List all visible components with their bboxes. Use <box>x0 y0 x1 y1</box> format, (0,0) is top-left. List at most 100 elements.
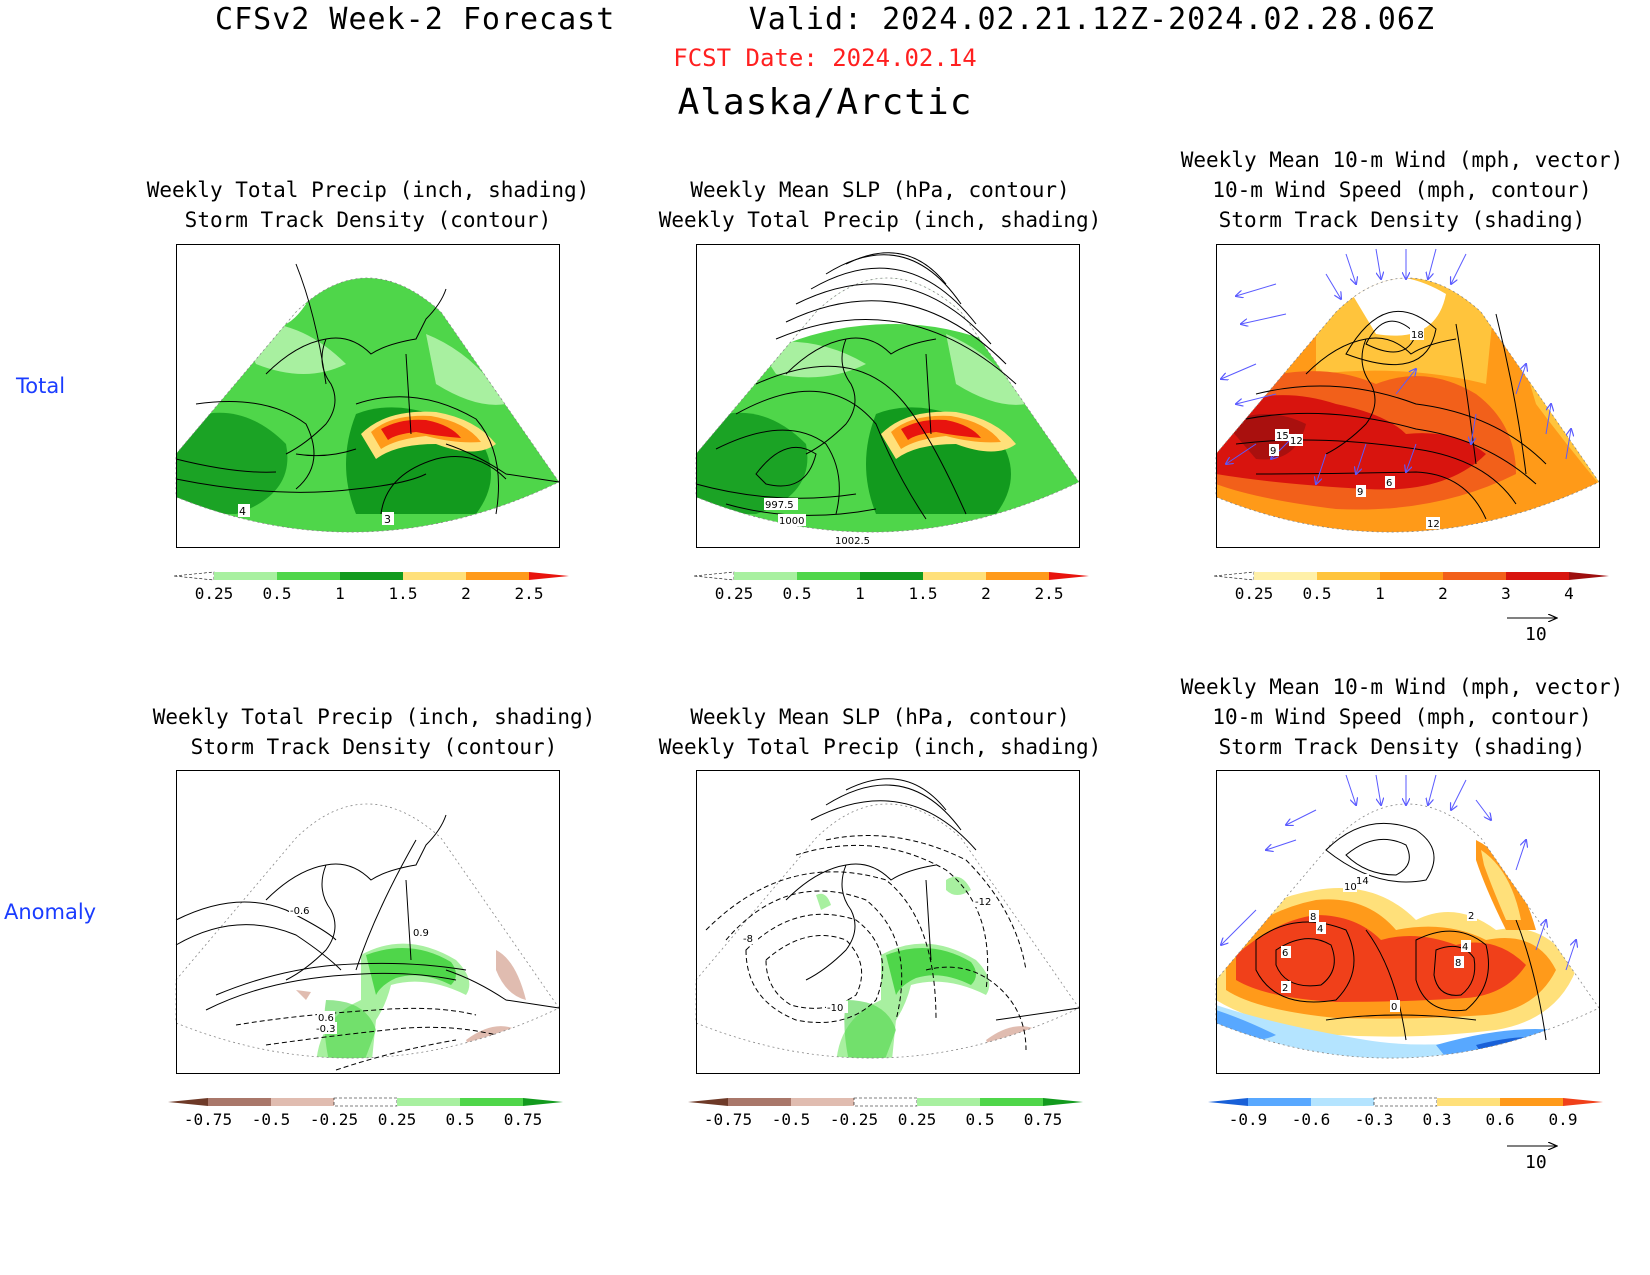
panel3-title-line0: Weekly Mean 10-m Wind (mph, vector) <box>1180 148 1624 172</box>
colorbar-swatch <box>523 1098 563 1106</box>
colorbar-tick-label: -0.5 <box>252 1110 291 1129</box>
colorbar-tick-label: 0.5 <box>446 1110 475 1129</box>
colorbar-swatch <box>1569 572 1609 580</box>
colorbar-swatch <box>466 572 529 580</box>
panel2-title: Weekly Mean SLP (hPa, contour) Weekly To… <box>640 175 1120 235</box>
panel6-map: 14 10 8 4 6 2 2 4 8 0 <box>1215 770 1600 1074</box>
panel5-title-line1: Weekly Mean SLP (hPa, contour) <box>690 705 1070 729</box>
colorbar-swatch <box>980 1098 1043 1106</box>
colorbar-tick-label: -0.25 <box>830 1110 878 1129</box>
colorbar-swatch <box>1317 572 1380 580</box>
colorbar-tick-label: 2 <box>461 584 471 603</box>
colorbar-swatch <box>214 572 277 580</box>
colorbar-swatch <box>1043 1098 1083 1106</box>
colorbar-tick-label: 4 <box>1564 584 1574 603</box>
colorbar-tick-label: -0.25 <box>310 1110 358 1129</box>
colorbar-tick-label: 2 <box>1438 584 1448 603</box>
colorbar-swatch <box>208 1098 271 1106</box>
colorbar-tick-label: 0.5 <box>1303 584 1332 603</box>
colorbar-tick-label: -0.5 <box>772 1110 811 1129</box>
colorbar-tick-label: -0.6 <box>1292 1110 1331 1129</box>
panel5-title-line2: Weekly Total Precip (inch, shading) <box>658 735 1102 759</box>
panel1-contour-label: 4 <box>239 505 246 518</box>
forecast-date: FCST Date: 2024.02.14 <box>673 44 977 72</box>
figure-title-valid: Valid: 2024.02.21.12Z-2024.02.28.06Z <box>748 2 1435 37</box>
colorbar-swatch <box>1443 572 1506 580</box>
panel6-contour-label: 8 <box>1455 958 1461 969</box>
panel5-map: -12 -8 -10 <box>695 770 1080 1074</box>
colorbar-precip-total-1: 0.25 0.5 1 1.5 2 2.5 <box>173 571 569 603</box>
colorbar-swatch <box>173 571 215 581</box>
panel4-contour-label: -0.3 <box>316 1024 336 1035</box>
panel3-vector-ref: 10 <box>1507 610 1565 645</box>
panel5-contour-label: -10 <box>827 1003 843 1014</box>
panel6-contour-label: 14 <box>1356 876 1369 887</box>
colorbar-storm-total: 0.25 0.5 1 2 3 4 <box>1213 571 1609 603</box>
colorbar-swatch <box>1213 571 1255 581</box>
colorbar-tick-label: 0.3 <box>1423 1110 1452 1129</box>
colorbar-swatch <box>1311 1098 1374 1106</box>
panel6-contour-label: 0 <box>1391 1002 1397 1013</box>
colorbar-tick-label: 0.6 <box>1486 1110 1515 1129</box>
colorbar-swatch <box>791 1098 854 1106</box>
colorbar-tick-label: 1.5 <box>909 584 938 603</box>
panel2-contour-label: 997.5 <box>765 500 794 511</box>
panel3-contour-label: 12 <box>1290 436 1303 447</box>
panel2-title-line2: Weekly Total Precip (inch, shading) <box>658 208 1102 232</box>
colorbar-swatch <box>1380 572 1443 580</box>
colorbar-swatch <box>797 572 860 580</box>
colorbar-swatch <box>860 572 923 580</box>
colorbar-tick-label: 1.5 <box>389 584 418 603</box>
panel1-title-line1: Weekly Total Precip (inch, shading) <box>146 178 590 202</box>
panel4-title-line2: Storm Track Density (contour) <box>190 735 558 759</box>
colorbar-precip-anom-1: -0.75 -0.5 -0.25 0.25 0.5 0.75 <box>168 1097 563 1129</box>
colorbar-swatch <box>986 572 1049 580</box>
colorbar-swatch <box>688 1098 728 1106</box>
panel3-contour-label: 9 <box>1357 487 1363 498</box>
colorbar-tick-label: 0.5 <box>263 584 292 603</box>
panel2-contour-label: 1000 <box>779 516 804 527</box>
colorbar-swatch <box>1437 1098 1500 1106</box>
colorbar-tick-label: 2 <box>981 584 991 603</box>
colorbar-tick-label: 1 <box>1375 584 1385 603</box>
panel6-title: Weekly Mean 10-m Wind (mph, vector) 10-m… <box>1162 672 1642 762</box>
colorbar-swatch <box>1248 1098 1311 1106</box>
panel6-title-line0: Weekly Mean 10-m Wind (mph, vector) <box>1180 675 1624 699</box>
colorbar-tick-label: 0.5 <box>783 584 812 603</box>
colorbar-tick-label: 0.25 <box>715 584 754 603</box>
colorbar-tick-label: 0.9 <box>1549 1110 1578 1129</box>
colorbar-precip-total-2: 0.25 0.5 1 1.5 2 2.5 <box>693 571 1089 603</box>
colorbar-tick-label: 2.5 <box>515 584 544 603</box>
colorbar-swatch <box>1373 1097 1438 1107</box>
colorbar-tick-label: 0.25 <box>1235 584 1274 603</box>
colorbar-swatch <box>1500 1098 1563 1106</box>
colorbar-tick-label: 0.25 <box>378 1110 417 1129</box>
colorbar-swatch <box>460 1098 523 1106</box>
panel5-contour-label: -8 <box>743 934 753 945</box>
panel3-title: Weekly Mean 10-m Wind (mph, vector) 10-m… <box>1162 145 1642 235</box>
panel4-contour-label: 0.9 <box>413 928 429 939</box>
colorbar-tick-label: 0.25 <box>195 584 234 603</box>
colorbar-swatch <box>403 572 466 580</box>
panel1-title: Weekly Total Precip (inch, shading) Stor… <box>128 175 608 235</box>
panel6-title-line1: 10-m Wind Speed (mph, contour) <box>1212 705 1592 729</box>
colorbar-swatch <box>529 572 569 580</box>
colorbar-swatch <box>277 572 340 580</box>
panel6-title-line2: Storm Track Density (shading) <box>1218 735 1586 759</box>
panel4-contour-label: -0.6 <box>290 906 310 917</box>
row-label-anomaly: Anomaly <box>4 900 97 924</box>
colorbar-tick-label: 1 <box>335 584 345 603</box>
colorbar-swatch <box>1208 1098 1248 1106</box>
panel3-contour-label: 6 <box>1386 478 1392 489</box>
colorbar-swatch <box>923 572 986 580</box>
colorbar-tick-label: 0.5 <box>966 1110 995 1129</box>
colorbar-swatch <box>271 1098 334 1106</box>
colorbar-swatch <box>728 1098 791 1106</box>
panel3-contour-label: 9 <box>1270 446 1276 457</box>
panel4-map: -0.6 0.9 0.6 -0.3 <box>175 770 560 1074</box>
colorbar-precip-anom-2: -0.75 -0.5 -0.25 0.25 0.5 0.75 <box>688 1097 1083 1129</box>
colorbar-tick-label: 0.75 <box>1024 1110 1063 1129</box>
panel1-title-line2: Storm Track Density (contour) <box>184 208 552 232</box>
colorbar-swatch <box>1506 572 1569 580</box>
colorbar-tick-label: 1 <box>855 584 865 603</box>
